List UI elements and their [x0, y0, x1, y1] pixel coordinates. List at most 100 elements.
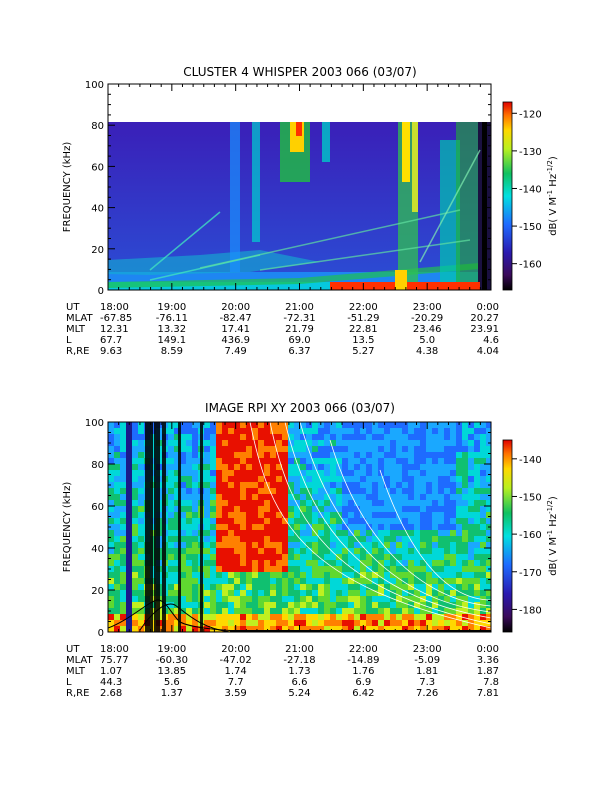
spectrogram-cell — [330, 500, 336, 506]
spectrogram-cell — [120, 518, 126, 524]
spectrogram-cell — [312, 614, 318, 620]
spectrogram-cell — [384, 494, 390, 500]
spectrogram-cell — [186, 452, 192, 458]
spectrogram-cell — [192, 506, 198, 512]
spectrogram-cell — [180, 530, 186, 536]
spectrogram-cell — [354, 446, 360, 452]
spectrogram-cell — [408, 524, 414, 530]
spectrogram-cell — [486, 554, 491, 560]
spectrogram-cell — [282, 578, 288, 584]
spectrogram-cell — [204, 572, 210, 578]
spectrogram-cell — [210, 578, 216, 584]
spectrogram-cell — [240, 428, 246, 434]
spectrogram-cell — [240, 500, 246, 506]
spectrogram-cell — [132, 452, 138, 458]
spectrogram-cell — [138, 494, 144, 500]
spectrogram-cell — [222, 506, 228, 512]
spectrogram-cell — [450, 446, 456, 452]
spectrogram-cell — [456, 572, 462, 578]
spectrogram-cell — [186, 494, 192, 500]
spectrogram-cell — [258, 446, 264, 452]
spectrogram-cell — [378, 440, 384, 446]
spectrogram-cell — [270, 560, 276, 566]
spectrogram-cell — [372, 512, 378, 518]
spectrogram-cell — [336, 530, 342, 536]
spectrogram-cell — [270, 542, 276, 548]
spectrogram-cell — [312, 494, 318, 500]
spectrogram-cell — [456, 578, 462, 584]
spectrogram-cell — [426, 446, 432, 452]
spectrogram-cell — [192, 458, 198, 464]
spectrogram-cell — [252, 536, 258, 542]
spectrogram-cell — [216, 536, 222, 542]
spectrogram-cell — [258, 506, 264, 512]
spectrogram-cell — [216, 572, 222, 578]
spectrogram-cell — [324, 506, 330, 512]
colorbar-tick-label: -170 — [519, 568, 542, 579]
baseline-band — [230, 630, 491, 632]
spectrogram-cell — [300, 434, 306, 440]
spectrogram-cell — [462, 500, 468, 506]
spectrogram-cell — [252, 590, 258, 596]
spectrogram-cell — [186, 428, 192, 434]
spectrogram-cell — [480, 422, 486, 428]
spectrogram-cell — [444, 524, 450, 530]
spectrogram-cell — [252, 506, 258, 512]
spectrogram-cell — [438, 596, 444, 602]
spectrogram-cell — [432, 500, 438, 506]
spectrogram-cell — [276, 584, 282, 590]
spectrogram-cell — [336, 584, 342, 590]
spectrogram-cell — [168, 566, 174, 572]
ephemeris-value: 21.79 — [285, 324, 314, 335]
spectrogram-cell — [426, 626, 432, 632]
spectrogram-cell — [174, 488, 180, 494]
spectrogram-cell — [168, 620, 174, 626]
spectrogram-cell — [426, 500, 432, 506]
spectrogram-cell — [480, 572, 486, 578]
spectrogram-cell — [126, 434, 132, 440]
spectrogram-cell — [120, 464, 126, 470]
spectrogram-cell — [408, 440, 414, 446]
spectrogram-cell — [180, 602, 186, 608]
ephemeris-row-label: MLAT — [66, 313, 93, 324]
spectrogram-cell — [438, 548, 444, 554]
spectrogram-cell — [126, 536, 132, 542]
spectrogram-cell — [276, 626, 282, 632]
spectrogram-cell — [342, 494, 348, 500]
spectrogram-cell — [258, 440, 264, 446]
spectrogram-cell — [480, 440, 486, 446]
spectrogram-cell — [258, 614, 264, 620]
spectrogram-cell — [228, 524, 234, 530]
spectrogram-cell — [330, 608, 336, 614]
spectrogram-cell — [258, 494, 264, 500]
spectrogram-cell — [288, 464, 294, 470]
y-tick-label: 100 — [85, 418, 104, 429]
spectrogram-cell — [120, 542, 126, 548]
spectrogram-cell — [360, 464, 366, 470]
spectrogram-cell — [456, 518, 462, 524]
spectrogram-cell — [474, 614, 480, 620]
colorbar-tick-label: -140 — [519, 184, 542, 195]
spectrogram-cell — [264, 572, 270, 578]
spectrogram-cell — [444, 470, 450, 476]
spectrogram-cell — [414, 488, 420, 494]
spectrogram-cell — [216, 566, 222, 572]
spectrogram-cell — [108, 476, 114, 482]
spectrogram-cell — [462, 602, 468, 608]
spectrogram-cell — [210, 470, 216, 476]
spectrogram-cell — [408, 488, 414, 494]
spectrogram-cell — [462, 620, 468, 626]
spectrogram-cell — [138, 452, 144, 458]
spectrogram-cell — [168, 554, 174, 560]
spectrogram-cell — [204, 440, 210, 446]
spectrogram-cell — [468, 422, 474, 428]
spectrogram-cell — [342, 422, 348, 428]
spectrogram-cell — [270, 602, 276, 608]
spectrogram-cell — [264, 518, 270, 524]
spectrogram-cell — [336, 470, 342, 476]
spectrogram-cell — [126, 602, 132, 608]
spectrogram-cell — [366, 518, 372, 524]
spectrogram-cell — [402, 626, 408, 632]
spectrogram-cell — [360, 518, 366, 524]
spectrogram-cell — [390, 428, 396, 434]
